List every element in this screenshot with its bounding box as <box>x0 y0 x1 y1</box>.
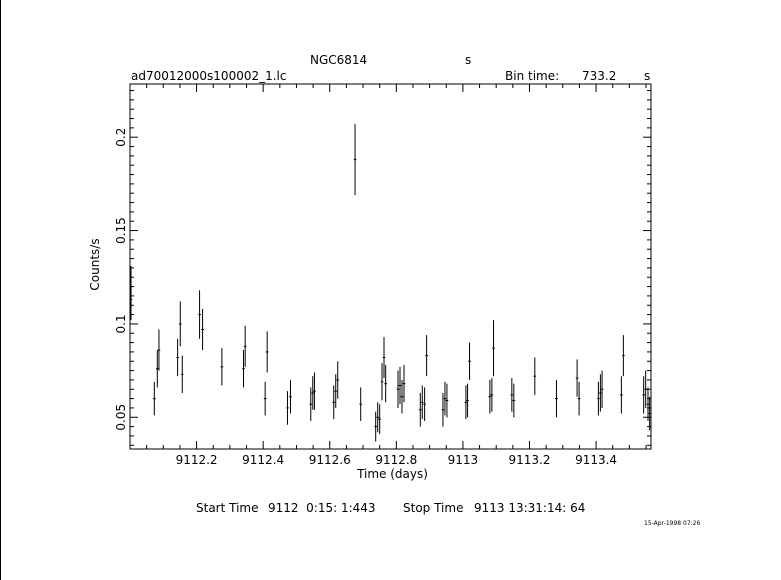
data-point <box>492 320 495 377</box>
data-point <box>555 379 558 418</box>
data-point <box>575 359 579 397</box>
x-tick-label: 9112.6 <box>309 453 351 467</box>
data-point <box>443 381 447 416</box>
data-point <box>376 402 380 433</box>
data-point <box>620 376 623 414</box>
data-point <box>490 378 494 412</box>
data-point <box>353 124 357 196</box>
data-point <box>242 350 245 388</box>
data-point <box>201 308 204 351</box>
data-point <box>420 385 424 420</box>
object-name: NGC6814 <box>310 53 368 67</box>
data-point <box>646 387 650 421</box>
data-point <box>130 279 133 321</box>
start-time-value: 9112 0:15: 1:443 <box>268 501 376 515</box>
object-unit: s <box>465 53 472 67</box>
plot-timestamp: 15-Apr-1998 07:26 <box>644 520 701 527</box>
data-point <box>176 338 179 377</box>
data-point <box>445 383 449 418</box>
data-point <box>622 335 625 377</box>
data-point <box>398 366 402 405</box>
y-tick-label: 0.15 <box>114 217 128 244</box>
data-point <box>378 404 382 435</box>
data-point <box>289 379 292 414</box>
data-point <box>510 378 514 412</box>
bin-time-value: 733.2 <box>582 69 617 83</box>
data-point <box>396 370 400 408</box>
data-point <box>466 383 469 418</box>
data-point <box>313 372 316 410</box>
data-point <box>198 290 201 339</box>
axis-tick-labels: 9112.2 9112.4 9112.6 9112.8 9113 9113.2 9113.4… <box>114 128 617 467</box>
data-point <box>423 387 426 421</box>
data-point <box>336 361 340 399</box>
data-point <box>599 374 602 412</box>
y-tick-label: 0.1 <box>114 314 128 333</box>
data-point <box>464 385 468 420</box>
y-tick-label: 0.05 <box>114 404 128 431</box>
data-point <box>180 355 184 393</box>
data-point <box>359 387 363 421</box>
data-point <box>220 348 224 386</box>
data-point <box>512 383 516 418</box>
data-point <box>642 376 646 414</box>
data-point <box>577 381 581 416</box>
data-point <box>263 381 267 416</box>
x-tick-label: 9112.2 <box>176 453 218 467</box>
data-point <box>402 364 406 403</box>
data-point <box>286 391 289 425</box>
data-point <box>533 357 537 395</box>
axis-ticks <box>129 84 651 449</box>
data-point <box>152 381 156 416</box>
data-points <box>130 124 651 442</box>
x-tick-label: 9112.4 <box>242 453 284 467</box>
data-point <box>488 379 492 414</box>
data-point <box>425 335 428 377</box>
bin-time-unit: s <box>644 69 651 83</box>
data-point <box>265 331 269 373</box>
data-point <box>243 325 247 367</box>
y-tick-label: 0.2 <box>114 128 128 147</box>
data-point <box>178 301 182 347</box>
x-tick-label: 9112.8 <box>375 453 417 467</box>
left-border <box>0 0 1 580</box>
x-tick-label: 9113.4 <box>575 453 617 467</box>
data-point <box>155 350 159 388</box>
x-axis-label: Time (days) <box>356 467 428 481</box>
stop-time-value: 9113 13:31:14: 64 <box>474 501 586 515</box>
data-point <box>400 379 404 414</box>
data-point <box>311 376 315 410</box>
file-name: ad70012000s100002_1.lc <box>131 69 287 83</box>
data-point <box>418 392 422 427</box>
data-point <box>648 396 651 431</box>
stop-time-label: Stop Time <box>403 501 464 515</box>
data-point <box>374 411 378 442</box>
bin-time-label: Bin time: <box>505 69 560 83</box>
x-tick-label: 9113 <box>448 453 479 467</box>
y-axis-label: Counts/s <box>88 238 102 290</box>
data-point <box>597 381 600 416</box>
data-point <box>600 370 604 408</box>
data-point <box>644 370 648 408</box>
start-time-label: Start Time <box>196 501 259 515</box>
data-point <box>441 392 445 427</box>
x-tick-label: 9113.2 <box>508 453 550 467</box>
plot-frame <box>129 83 652 450</box>
data-point <box>334 374 338 408</box>
data-point <box>332 385 336 420</box>
data-point <box>468 342 471 380</box>
data-point <box>384 364 388 403</box>
data-point <box>382 336 386 379</box>
data-point <box>157 329 161 371</box>
data-point <box>380 363 384 401</box>
data-point <box>309 387 313 421</box>
